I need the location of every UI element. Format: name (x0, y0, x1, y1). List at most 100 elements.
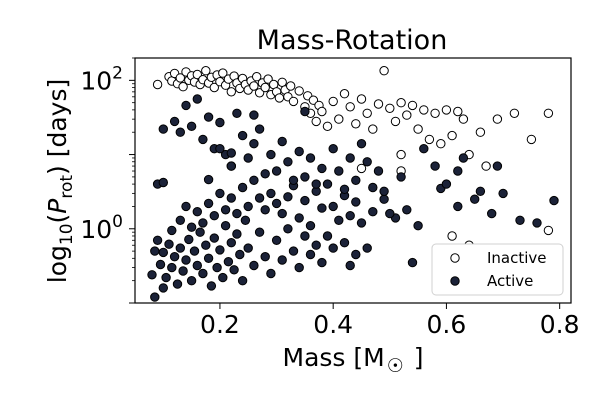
inactive-point (152, 79, 163, 90)
active-point (305, 221, 316, 231)
active-point (419, 144, 429, 154)
inactive-point (543, 108, 554, 119)
active-point (379, 186, 389, 197)
active-point (379, 194, 389, 204)
inactive-point (252, 72, 262, 82)
inactive-point (368, 124, 378, 134)
inactive-point (419, 105, 429, 115)
active-point (150, 246, 160, 256)
active-point (175, 215, 186, 226)
active-point (181, 255, 191, 265)
active-point (169, 116, 180, 127)
inactive-point (356, 163, 367, 174)
active-point (271, 166, 282, 176)
inactive-point (345, 102, 355, 112)
inactive-point (453, 106, 463, 117)
active-point (311, 240, 321, 250)
active-point (283, 224, 293, 234)
inactive-point (402, 110, 412, 120)
scatter-points (147, 66, 559, 302)
active-point (328, 144, 338, 154)
x-tick-label: 0.4 (313, 310, 353, 339)
x-axis: 0.2 0.4 0.6 0.8 (200, 303, 580, 339)
active-point (254, 227, 265, 237)
active-point (212, 262, 222, 273)
legend-label: Active (487, 272, 533, 290)
active-point (232, 208, 242, 219)
active-point (237, 276, 248, 286)
active-point (334, 166, 344, 176)
active-point (413, 221, 423, 231)
active-point (339, 184, 350, 195)
legend-label: Inactive (487, 249, 547, 267)
active-point (351, 197, 361, 207)
active-point (169, 252, 180, 262)
inactive-point (407, 100, 418, 111)
active-point (487, 208, 497, 219)
active-point (172, 279, 183, 289)
active-point (164, 239, 174, 249)
active-point (243, 243, 253, 253)
inactive-point (424, 134, 435, 145)
inactive-point (328, 96, 338, 107)
active-point (209, 233, 220, 243)
active-point (198, 268, 208, 279)
active-point (305, 153, 316, 163)
active-point (158, 247, 169, 258)
active-point (215, 144, 225, 154)
active-point (184, 234, 194, 245)
active-point (192, 207, 203, 217)
inactive-point (322, 121, 333, 132)
active-point (362, 243, 372, 253)
plot-area (134, 57, 572, 304)
active-point (167, 225, 177, 236)
active-point (186, 121, 197, 132)
inactive-point (334, 114, 344, 124)
x-tick-label: 0.6 (427, 310, 467, 339)
active-point (161, 272, 171, 283)
chart-title: Mass-Rotation (257, 25, 448, 56)
active-point (237, 182, 248, 193)
active-point (175, 243, 186, 253)
active-point (167, 262, 177, 273)
active-point (178, 266, 188, 276)
active-point (249, 175, 259, 186)
active-point (186, 222, 197, 232)
inactive-point (396, 98, 406, 108)
active-point (470, 194, 480, 204)
active-point (181, 201, 191, 212)
active-point (215, 188, 225, 199)
active-point (345, 211, 355, 221)
inactive-point (430, 108, 440, 119)
active-point (441, 179, 452, 189)
inactive-point (277, 77, 287, 88)
inactive-point (441, 105, 452, 115)
active-point (498, 188, 508, 199)
active-point (152, 235, 163, 246)
active-point (305, 249, 316, 260)
active-point (195, 227, 205, 237)
active-point (430, 161, 440, 171)
inactive-point (339, 89, 350, 99)
active-point (223, 257, 234, 267)
active-point (155, 259, 166, 270)
active-point (288, 246, 299, 256)
active-point (385, 208, 395, 219)
active-point (266, 149, 276, 160)
active-point (317, 257, 327, 268)
active-point (294, 213, 304, 223)
active-point (288, 175, 299, 186)
active-point (294, 262, 304, 273)
active-point (368, 207, 378, 217)
active-point (235, 249, 245, 260)
inactive-point (311, 116, 321, 127)
active-point (317, 203, 327, 213)
active-point (215, 117, 225, 128)
inactive-point (286, 81, 296, 91)
inactive-point (362, 108, 372, 119)
active-point (328, 201, 338, 212)
active-point (271, 235, 282, 246)
active-point (203, 198, 214, 209)
